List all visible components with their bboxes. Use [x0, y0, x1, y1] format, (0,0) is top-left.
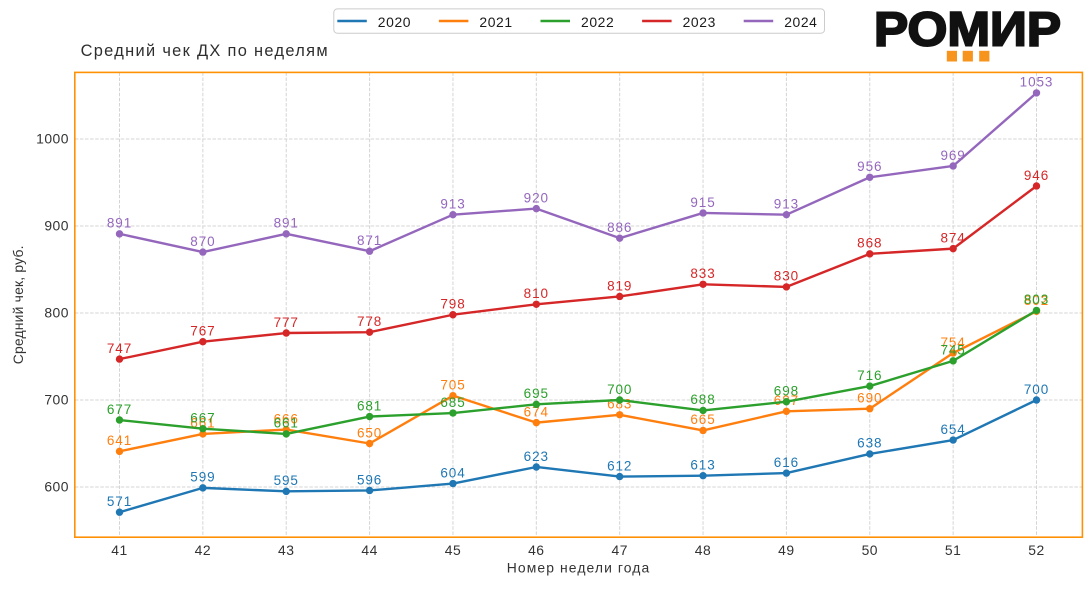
svg-text:2021: 2021	[479, 14, 512, 30]
svg-text:913: 913	[774, 197, 799, 212]
svg-text:700: 700	[607, 382, 632, 397]
svg-text:50: 50	[862, 542, 878, 558]
svg-text:623: 623	[524, 449, 549, 464]
svg-text:46: 46	[528, 542, 544, 558]
svg-text:810: 810	[524, 286, 549, 301]
svg-text:49: 49	[778, 542, 794, 558]
svg-text:871: 871	[357, 233, 382, 248]
svg-text:803: 803	[1024, 292, 1049, 307]
svg-text:43: 43	[278, 542, 294, 558]
svg-text:969: 969	[940, 148, 965, 163]
svg-text:778: 778	[357, 314, 382, 329]
svg-text:677: 677	[107, 402, 132, 417]
svg-text:716: 716	[857, 368, 882, 383]
svg-text:650: 650	[357, 425, 382, 440]
svg-text:802: 802	[1024, 293, 1049, 308]
svg-text:52: 52	[1028, 542, 1044, 558]
svg-text:41: 41	[111, 542, 127, 558]
svg-text:1053: 1053	[1020, 75, 1054, 90]
svg-text:667: 667	[190, 411, 215, 426]
svg-text:690: 690	[857, 391, 882, 406]
svg-text:688: 688	[690, 392, 715, 407]
svg-text:613: 613	[690, 458, 715, 473]
svg-text:870: 870	[190, 234, 215, 249]
svg-text:685: 685	[440, 395, 465, 410]
svg-text:616: 616	[774, 455, 799, 470]
svg-text:2024: 2024	[784, 14, 817, 30]
svg-text:747: 747	[107, 341, 132, 356]
svg-text:2023: 2023	[683, 14, 716, 30]
svg-text:641: 641	[107, 433, 132, 448]
svg-text:800: 800	[44, 305, 69, 321]
svg-text:700: 700	[1024, 382, 1049, 397]
svg-text:891: 891	[107, 216, 132, 231]
svg-text:891: 891	[274, 216, 299, 231]
svg-text:830: 830	[774, 269, 799, 284]
svg-text:777: 777	[274, 315, 299, 330]
svg-text:868: 868	[857, 236, 882, 251]
svg-text:666: 666	[274, 411, 299, 426]
svg-text:833: 833	[690, 266, 715, 281]
svg-text:681: 681	[357, 398, 382, 413]
svg-text:45: 45	[445, 542, 461, 558]
svg-text:596: 596	[357, 472, 382, 487]
svg-text:595: 595	[274, 473, 299, 488]
svg-text:654: 654	[940, 422, 965, 437]
svg-text:665: 665	[690, 412, 715, 427]
svg-text:700: 700	[44, 392, 69, 408]
svg-text:2020: 2020	[378, 14, 411, 30]
svg-text:698: 698	[774, 384, 799, 399]
svg-text:946: 946	[1024, 168, 1049, 183]
svg-text:874: 874	[940, 230, 965, 245]
svg-text:Номер недели года: Номер недели года	[507, 560, 650, 576]
svg-text:612: 612	[607, 458, 632, 473]
svg-text:571: 571	[107, 494, 132, 509]
svg-text:2022: 2022	[581, 14, 614, 30]
svg-text:886: 886	[607, 220, 632, 235]
svg-text:767: 767	[190, 324, 215, 339]
svg-text:1000: 1000	[36, 131, 69, 147]
svg-text:754: 754	[940, 335, 965, 350]
svg-text:745: 745	[940, 343, 965, 358]
svg-text:51: 51	[945, 542, 961, 558]
svg-text:913: 913	[440, 197, 465, 212]
svg-text:705: 705	[440, 377, 465, 392]
svg-text:920: 920	[524, 190, 549, 205]
svg-text:599: 599	[190, 470, 215, 485]
svg-text:638: 638	[857, 436, 882, 451]
svg-text:900: 900	[44, 218, 69, 234]
svg-text:42: 42	[195, 542, 211, 558]
svg-text:956: 956	[857, 159, 882, 174]
svg-text:600: 600	[44, 479, 69, 495]
svg-text:819: 819	[607, 278, 632, 293]
svg-text:47: 47	[611, 542, 627, 558]
svg-text:674: 674	[524, 404, 549, 419]
svg-text:РОМИР: РОМИР	[874, 4, 1061, 57]
svg-text:Средний чек ДХ по неделям: Средний чек ДХ по неделям	[81, 42, 328, 60]
svg-text:798: 798	[440, 297, 465, 312]
svg-text:915: 915	[690, 195, 715, 210]
svg-text:44: 44	[361, 542, 377, 558]
svg-text:695: 695	[524, 386, 549, 401]
svg-text:661: 661	[274, 416, 299, 431]
svg-text:48: 48	[695, 542, 711, 558]
svg-text:604: 604	[440, 465, 465, 480]
svg-text:Средний чек, руб.: Средний чек, руб.	[10, 245, 26, 364]
